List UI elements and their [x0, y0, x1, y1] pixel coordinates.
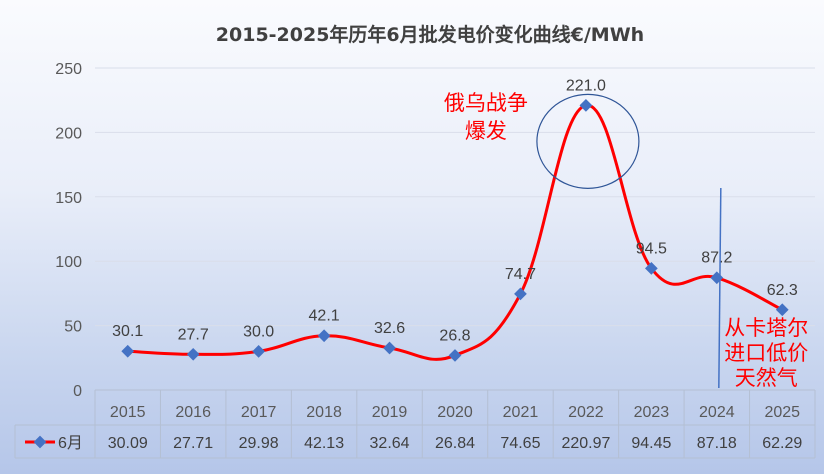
x-tick-label: 2015 [110, 404, 146, 421]
data-label: 221.0 [566, 77, 606, 94]
data-point [579, 99, 593, 112]
annotation-qatar: 从卡塔尔 [724, 316, 808, 340]
data-labels: 30.1 27.7 30.0 42.1 32.6 26.8 74.7 221.0 94.5 87.… [112, 77, 798, 344]
data-label: 32.6 [374, 320, 405, 337]
data-point [252, 345, 266, 358]
y-axis: 0 50 100 150 200 250 [55, 61, 82, 400]
table-cell: 42.13 [304, 435, 344, 452]
x-tick-label: 2022 [568, 404, 604, 421]
highlight-circle [536, 93, 640, 189]
data-label: 42.1 [309, 308, 340, 325]
annotation-qatar: 天然气 [735, 366, 798, 390]
data-label: 30.0 [243, 323, 274, 340]
data-point [121, 344, 135, 358]
x-tick-label: 2025 [764, 404, 800, 421]
series-line-6月 [127, 103, 783, 361]
table-cell: 94.45 [631, 435, 671, 452]
table-cell: 26.84 [435, 435, 475, 452]
chart-title: 2015-2025年历年6月批发电价变化曲线€/MWh [216, 23, 644, 46]
y-tick-label: 200 [55, 125, 82, 142]
data-label: 62.3 [767, 282, 798, 299]
y-tick-label: 250 [55, 61, 82, 78]
legend-label: 6月 [58, 435, 83, 452]
data-point [710, 271, 724, 285]
gridlines [95, 67, 815, 327]
y-tick-label: 50 [64, 319, 82, 336]
table-cell: 62.29 [762, 435, 802, 452]
divider-line [718, 187, 722, 389]
data-label: 30.1 [112, 323, 143, 340]
data-table: 2015 30.09 2016 27.71 2017 29.98 2018 42.13 2019… [14, 389, 816, 459]
data-point [186, 347, 200, 361]
data-label: 94.5 [636, 240, 667, 257]
x-tick-label: 2021 [503, 404, 539, 421]
y-tick-label: 0 [73, 383, 82, 400]
data-label: 87.2 [701, 250, 732, 267]
table-cell: 74.65 [500, 435, 540, 452]
table-cell: 32.64 [370, 435, 410, 452]
table-cell: 27.71 [173, 435, 213, 452]
annotation-war: 爆发 [465, 119, 507, 143]
table-cell: 29.98 [239, 435, 279, 452]
table-cell: 87.18 [697, 435, 737, 452]
data-point [448, 349, 462, 362]
data-label: 74.7 [505, 266, 536, 283]
annotation-qatar: 进口低价 [724, 341, 808, 365]
data-point [775, 303, 789, 317]
table-cell: 220.97 [561, 435, 610, 452]
data-point [514, 287, 527, 301]
y-tick-label: 100 [55, 254, 82, 271]
x-tick-label: 2016 [175, 404, 211, 421]
x-tick-label: 2017 [241, 404, 277, 421]
annotation-war: 俄乌战争 [444, 91, 528, 115]
data-label: 26.8 [439, 327, 470, 344]
y-tick-label: 150 [55, 190, 82, 207]
table-cell: 30.09 [108, 435, 148, 452]
series-line [121, 99, 789, 362]
x-tick-label: 2023 [634, 404, 670, 421]
legend-marker [33, 435, 47, 449]
x-tick-label: 2024 [699, 404, 735, 421]
data-point [383, 341, 396, 355]
x-tick-label: 2019 [372, 404, 408, 421]
data-label: 27.7 [178, 326, 209, 343]
x-tick-label: 2020 [437, 404, 473, 421]
x-tick-label: 2018 [306, 404, 342, 421]
data-point [317, 329, 331, 343]
